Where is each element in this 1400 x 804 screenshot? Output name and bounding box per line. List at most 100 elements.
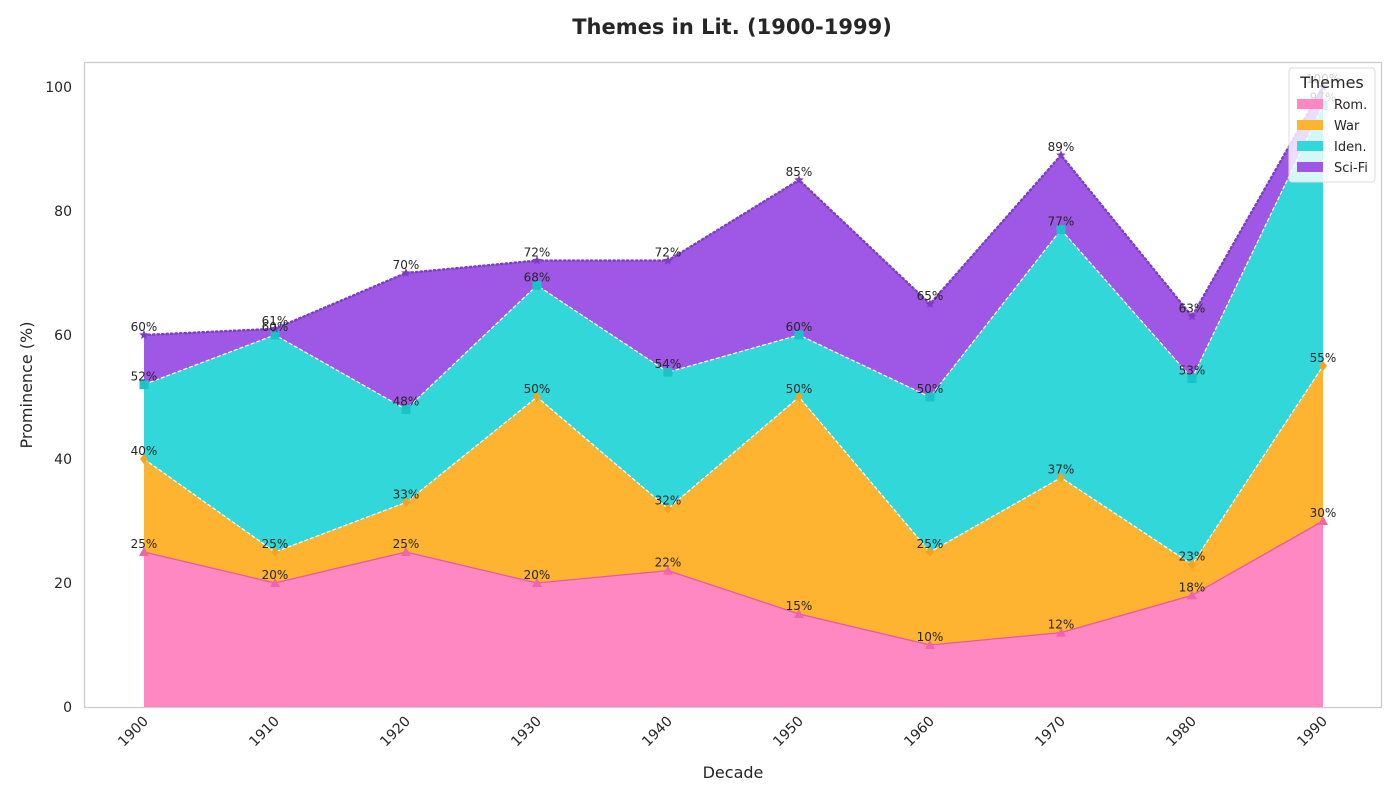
data-label-sci-fi-1960: 65% bbox=[917, 289, 944, 303]
legend-label-iden: Iden. bbox=[1334, 140, 1366, 155]
data-label-rom-1900: 25% bbox=[131, 537, 158, 551]
data-label-iden-1910: 60% bbox=[262, 320, 289, 334]
data-label-sci-fi-1900: 60% bbox=[131, 320, 158, 334]
data-point-markers bbox=[139, 82, 1328, 649]
area-rom bbox=[144, 521, 1323, 707]
marker-sci-fi-1980 bbox=[1187, 311, 1197, 321]
data-label-rom-1950: 15% bbox=[786, 599, 813, 613]
marker-war-1960 bbox=[926, 547, 934, 557]
data-label-war-1940: 32% bbox=[655, 494, 682, 508]
data-label-iden-1970: 77% bbox=[1048, 215, 1075, 229]
x-tick-label-1920: 1920 bbox=[377, 714, 414, 751]
marker-rom-1970 bbox=[1056, 627, 1066, 637]
data-label-rom-1910: 20% bbox=[262, 568, 289, 582]
data-label-war-1990: 55% bbox=[1310, 351, 1337, 365]
marker-war-1950 bbox=[795, 392, 803, 402]
legend-swatch-iden bbox=[1297, 141, 1323, 151]
marker-iden-1960 bbox=[925, 392, 935, 402]
marker-iden-1920 bbox=[401, 404, 411, 414]
marker-rom-1910 bbox=[270, 578, 280, 587]
marker-war-1940 bbox=[664, 503, 672, 514]
y-tick-label-60: 60 bbox=[54, 328, 72, 344]
x-tick-label-1980: 1980 bbox=[1163, 714, 1200, 751]
data-label-rom-1960: 10% bbox=[917, 630, 944, 644]
marker-iden-1950 bbox=[794, 330, 804, 340]
y-tick-label-80: 80 bbox=[54, 204, 72, 220]
data-label-iden-1930: 68% bbox=[524, 270, 551, 284]
legend-label-sci-fi: Sci-Fi bbox=[1334, 161, 1368, 176]
y-tick-label-0: 0 bbox=[63, 700, 72, 716]
marker-war-1990 bbox=[1319, 361, 1327, 371]
marker-iden-1900 bbox=[139, 380, 149, 390]
data-labels: 25% 20% 25% 20% 22% 15% 10% 12% 18% 30% 40% 25% 33% 5… bbox=[131, 72, 1340, 644]
data-label-rom-1920: 25% bbox=[393, 537, 420, 551]
marker-sci-fi-1900 bbox=[139, 330, 149, 339]
plot-frame bbox=[83, 61, 1383, 709]
marker-war-1900 bbox=[140, 454, 148, 464]
marker-rom-1990 bbox=[1318, 516, 1328, 525]
marker-rom-1940 bbox=[663, 565, 673, 575]
marker-sci-fi-1950 bbox=[794, 175, 804, 184]
marker-iden-1930 bbox=[532, 280, 542, 290]
marker-sci-fi-1910 bbox=[270, 323, 280, 333]
x-tick-label-1950: 1950 bbox=[770, 714, 807, 751]
legend-swatch-rom bbox=[1297, 99, 1323, 109]
data-label-rom-1940: 22% bbox=[655, 556, 682, 570]
x-tick-label-1910: 1910 bbox=[246, 714, 283, 751]
legend-label-war: War bbox=[1334, 119, 1360, 134]
marker-rom-1950 bbox=[794, 609, 804, 618]
data-label-war-1950: 50% bbox=[786, 382, 813, 396]
data-label-war-1920: 33% bbox=[393, 487, 420, 501]
legend-items: Rom. War Iden. Sci-Fi bbox=[1297, 98, 1368, 176]
data-label-rom-1930: 20% bbox=[524, 568, 551, 582]
marker-war-1920 bbox=[402, 497, 410, 508]
legend-label-rom: Rom. bbox=[1334, 98, 1367, 113]
data-label-war-1930: 50% bbox=[524, 382, 551, 396]
legend-swatch-war bbox=[1297, 120, 1323, 130]
area-sci-fi bbox=[144, 87, 1323, 410]
marker-sci-fi-1940 bbox=[663, 255, 673, 265]
area-war bbox=[144, 366, 1323, 645]
x-tick-label-1940: 1940 bbox=[639, 714, 676, 751]
marker-sci-fi-1930 bbox=[532, 255, 542, 265]
series-boundary-lines bbox=[142, 85, 1325, 646]
x-tick-label-1900: 1900 bbox=[115, 714, 152, 751]
marker-war-1980 bbox=[1188, 559, 1196, 570]
legend: Themes Rom. War Iden. Sci-Fi bbox=[1288, 67, 1376, 183]
boundary-war bbox=[143, 365, 1324, 566]
y-tick-label-40: 40 bbox=[54, 452, 72, 468]
y-tick-label-100: 100 bbox=[45, 80, 72, 96]
data-label-iden-1960: 50% bbox=[917, 382, 944, 396]
marker-rom-1930 bbox=[532, 578, 542, 587]
x-axis-label: Decade bbox=[703, 763, 764, 782]
marker-rom-1900 bbox=[139, 547, 149, 556]
data-label-sci-fi-1950: 85% bbox=[786, 165, 813, 179]
data-label-iden-1940: 54% bbox=[655, 357, 682, 371]
data-label-war-1960: 25% bbox=[917, 537, 944, 551]
data-label-war-1970: 37% bbox=[1048, 463, 1075, 477]
marker-sci-fi-1970 bbox=[1056, 150, 1066, 160]
data-label-sci-fi-1920: 70% bbox=[393, 258, 420, 272]
y-tick-label-20: 20 bbox=[54, 576, 72, 592]
data-label-iden-1900: 52% bbox=[131, 370, 158, 384]
area-layers bbox=[144, 87, 1323, 707]
y-axis-label: Prominence (%) bbox=[17, 322, 36, 449]
data-label-iden-1980: 53% bbox=[1179, 363, 1206, 377]
marker-war-1910 bbox=[271, 547, 279, 557]
marker-sci-fi-1920 bbox=[401, 268, 411, 277]
marker-war-1930 bbox=[533, 392, 541, 402]
data-label-sci-fi-1970: 89% bbox=[1048, 140, 1075, 154]
data-label-rom-1980: 18% bbox=[1179, 580, 1206, 594]
data-label-war-1980: 23% bbox=[1179, 549, 1206, 563]
marker-iden-1970 bbox=[1056, 225, 1066, 235]
data-label-iden-1920: 48% bbox=[393, 394, 420, 408]
boundary-iden bbox=[143, 105, 1324, 411]
marker-rom-1920 bbox=[401, 547, 411, 556]
legend-swatch-sci-fi bbox=[1297, 162, 1323, 172]
data-label-rom-1970: 12% bbox=[1048, 618, 1075, 632]
marker-iden-1910 bbox=[270, 330, 280, 340]
data-label-war-1900: 40% bbox=[131, 444, 158, 458]
data-label-war-1910: 25% bbox=[262, 537, 289, 551]
